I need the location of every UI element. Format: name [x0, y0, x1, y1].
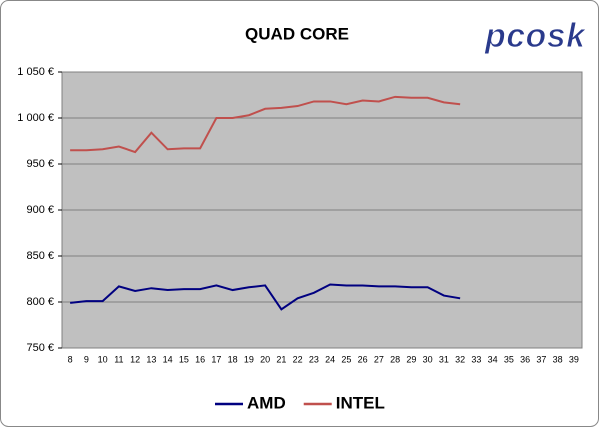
x-tick-label: 20	[260, 354, 270, 364]
y-tick-label: 900 €	[26, 204, 54, 216]
x-tick-label: 11	[114, 354, 123, 364]
x-tick-label: 22	[293, 354, 303, 364]
x-tick-label: 15	[179, 354, 189, 364]
y-tick-label: 750 €	[26, 342, 54, 354]
x-tick-label: 30	[423, 354, 433, 364]
x-tick-label: 32	[455, 354, 465, 364]
legend-label: AMD	[247, 393, 286, 412]
y-tick-label: 1 000 €	[17, 112, 54, 124]
series-line	[70, 283, 461, 311]
x-tick-label: 14	[163, 354, 173, 364]
x-tick-label: 17	[211, 354, 221, 364]
x-tick-label: 34	[488, 354, 498, 364]
x-tick-label: 19	[244, 354, 254, 364]
x-tick-label: 38	[553, 354, 563, 364]
x-tick-label: 28	[390, 354, 400, 364]
y-tick-label: 800 €	[26, 296, 54, 308]
y-tick-label: 1 050 €	[17, 66, 54, 78]
logo: pcosk	[484, 17, 587, 55]
x-tick-label: 27	[374, 354, 384, 364]
x-tick-label: 33	[471, 354, 481, 364]
legend-label: INTEL	[336, 393, 385, 412]
x-tick-label: 29	[406, 354, 416, 364]
x-tick-label: 8	[68, 354, 73, 364]
x-tick-label: 21	[276, 354, 286, 364]
y-tick-label: 850 €	[26, 250, 54, 262]
x-tick-label: 9	[84, 354, 89, 364]
x-tick-label: 39	[569, 354, 579, 364]
x-tick-label: 36	[520, 354, 530, 364]
series-line	[70, 95, 461, 154]
x-tick-label: 18	[228, 354, 238, 364]
x-tick-label: 37	[536, 354, 546, 364]
x-tick-label: 13	[146, 354, 156, 364]
x-tick-label: 10	[98, 354, 108, 364]
x-tick-label: 16	[195, 354, 205, 364]
x-tick-label: 23	[309, 354, 319, 364]
x-tick-label: 12	[130, 354, 140, 364]
x-tick-label: 35	[504, 354, 514, 364]
chart-title: QUAD CORE	[245, 24, 349, 43]
y-tick-label: 950 €	[26, 158, 54, 170]
x-tick-label: 31	[439, 354, 449, 364]
x-tick-label: 25	[341, 354, 351, 364]
x-tick-label: 24	[325, 354, 335, 364]
x-tick-label: 26	[358, 354, 368, 364]
